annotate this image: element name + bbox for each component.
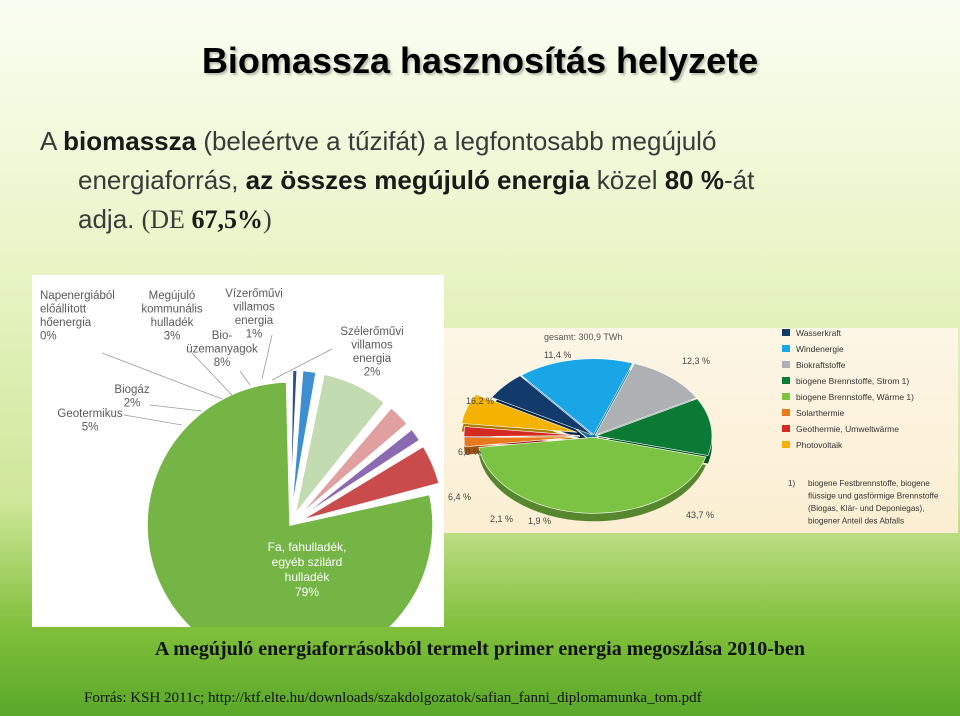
pie1-label-main: Fa, fahulladék, egyéb szilárd hulladék 79% bbox=[268, 540, 347, 599]
pie1-slice-2 bbox=[294, 373, 386, 515]
pie1-slice-4 bbox=[298, 426, 413, 518]
pie1-leader-5 bbox=[149, 404, 203, 412]
pie2-legend-swatch-6 bbox=[782, 425, 790, 432]
germany-pie-panel: gesamt: 300,9 TWh 6,0 % 16,2 % 11,4 % 12,3 %… bbox=[444, 328, 958, 533]
pie1-label-4: Napenergiából előállított hőenergia 0% bbox=[40, 290, 115, 343]
pie2-footnote-mark: 1) bbox=[788, 479, 795, 488]
source-note: Forrás: KSH 2011c; http://ktf.elte.hu/do… bbox=[84, 690, 702, 706]
pie1-leader-1 bbox=[271, 348, 333, 381]
pie1-label-5: Biogáz 2% bbox=[114, 384, 149, 410]
pie2-slice-4 bbox=[478, 437, 707, 514]
pie2-slice-7 bbox=[461, 394, 578, 433]
pie2-legend-swatch-7 bbox=[782, 441, 790, 448]
pie2-value-label-4: 43,7 % bbox=[686, 510, 714, 520]
pie1-slice-3 bbox=[297, 406, 409, 518]
pie2-slice-2 bbox=[594, 363, 698, 436]
pie1-label-0: Vízerőművi villamos energia 1% bbox=[225, 288, 283, 341]
pie2-legend-label-1: Windenergie bbox=[796, 344, 844, 354]
pie2-footnote: biogene Festbrennstoffe, biogene flüssige… bbox=[808, 479, 939, 526]
pie2-legend-label-0: Wasserkraft bbox=[796, 328, 842, 338]
body-line-3: adja. (DE 67,5%) bbox=[78, 204, 272, 234]
pie2-slice-0 bbox=[491, 375, 593, 436]
pie2-title: gesamt: 300,9 TWh bbox=[544, 332, 622, 342]
pie2-legend-swatch-5 bbox=[782, 409, 790, 416]
pie1-leader-4 bbox=[101, 352, 223, 400]
pie2-value-label-1: 16,2 % bbox=[466, 396, 494, 406]
pie2-legend-swatch-4 bbox=[782, 393, 790, 400]
hungary-pie-chart: Vízerőművi villamos energia 1% Szélerőművi vi… bbox=[40, 288, 441, 669]
pie2-value-label-3: 12,3 % bbox=[682, 356, 710, 366]
pie1-label-2: Bio-üzemanyagok 8% bbox=[186, 330, 258, 369]
germany-pie-chart: gesamt: 300,9 TWh 6,0 % 16,2 % 11,4 % 12,3 %… bbox=[448, 328, 939, 526]
pie2-value-label-7: 6,4 % bbox=[448, 492, 471, 502]
pie1-leader-2 bbox=[239, 370, 251, 386]
pie2-legend-swatch-3 bbox=[782, 377, 790, 384]
pie2-legend-label-7: Photovoltaik bbox=[796, 440, 843, 450]
pie1-slice-1 bbox=[290, 369, 318, 514]
hungary-pie-panel: Vízerőművi villamos energia 1% Szélerőművi vi… bbox=[32, 275, 444, 669]
pie1-leader-0 bbox=[261, 334, 273, 380]
pie1-slice-6 bbox=[300, 445, 441, 522]
pie2-legend-label-4: biogene Brennstoffe, Wärme 1) bbox=[796, 392, 914, 402]
pie2-legend-label-3: biogene Brennstoffe, Strom 1) bbox=[796, 376, 909, 386]
pie2-legend-label-5: Solarthermie bbox=[796, 408, 844, 418]
pie2-value-label-2: 11,4 % bbox=[544, 350, 571, 360]
pie2-legend-swatch-1 bbox=[782, 345, 790, 352]
pie1-slice-0 bbox=[289, 369, 298, 514]
pie2-slice-5 bbox=[463, 436, 581, 448]
pie1-label-3: Megújuló kommunális hulladék 3% bbox=[141, 290, 203, 343]
pie1-label-1: Szélerőművi villamos energia 2% bbox=[340, 326, 403, 379]
body-text: A biomassza (beleértve a tűzifát) a legf… bbox=[40, 122, 920, 239]
pie1-leader-3 bbox=[191, 352, 233, 396]
pie2-legend-label-6: Geothermie, Umweltwärme bbox=[796, 424, 899, 434]
pie2-value-label-6: 2,1 % bbox=[490, 514, 513, 524]
pie2-legend-swatch-0 bbox=[782, 329, 790, 336]
pie1-leader-6 bbox=[123, 414, 183, 426]
pie2-value-label-0: 6,0 % bbox=[458, 447, 481, 457]
slide-title: Biomassza hasznosítás helyzete bbox=[201, 40, 759, 81]
pie2-value-label-5: 1,9 % bbox=[528, 516, 551, 526]
pie2-legend-label-2: Biokraftstoffe bbox=[796, 360, 846, 370]
body-line-1: A biomassza (beleértve a tűzifát) a legf… bbox=[40, 126, 717, 156]
pie2-slice-6 bbox=[463, 426, 581, 437]
pie2-slice-1 bbox=[520, 358, 634, 436]
pie2-slice-3 bbox=[594, 398, 713, 456]
pie2-legend-swatch-2 bbox=[782, 361, 790, 368]
pie1-slice-5 bbox=[299, 428, 421, 519]
pie1-label-6: Geotermikus 5% bbox=[57, 408, 122, 434]
chart-caption: A megújuló energiaforrásokból termelt pr… bbox=[154, 638, 806, 660]
body-line-2: energiaforrás, az összes megújuló energi… bbox=[78, 165, 755, 195]
